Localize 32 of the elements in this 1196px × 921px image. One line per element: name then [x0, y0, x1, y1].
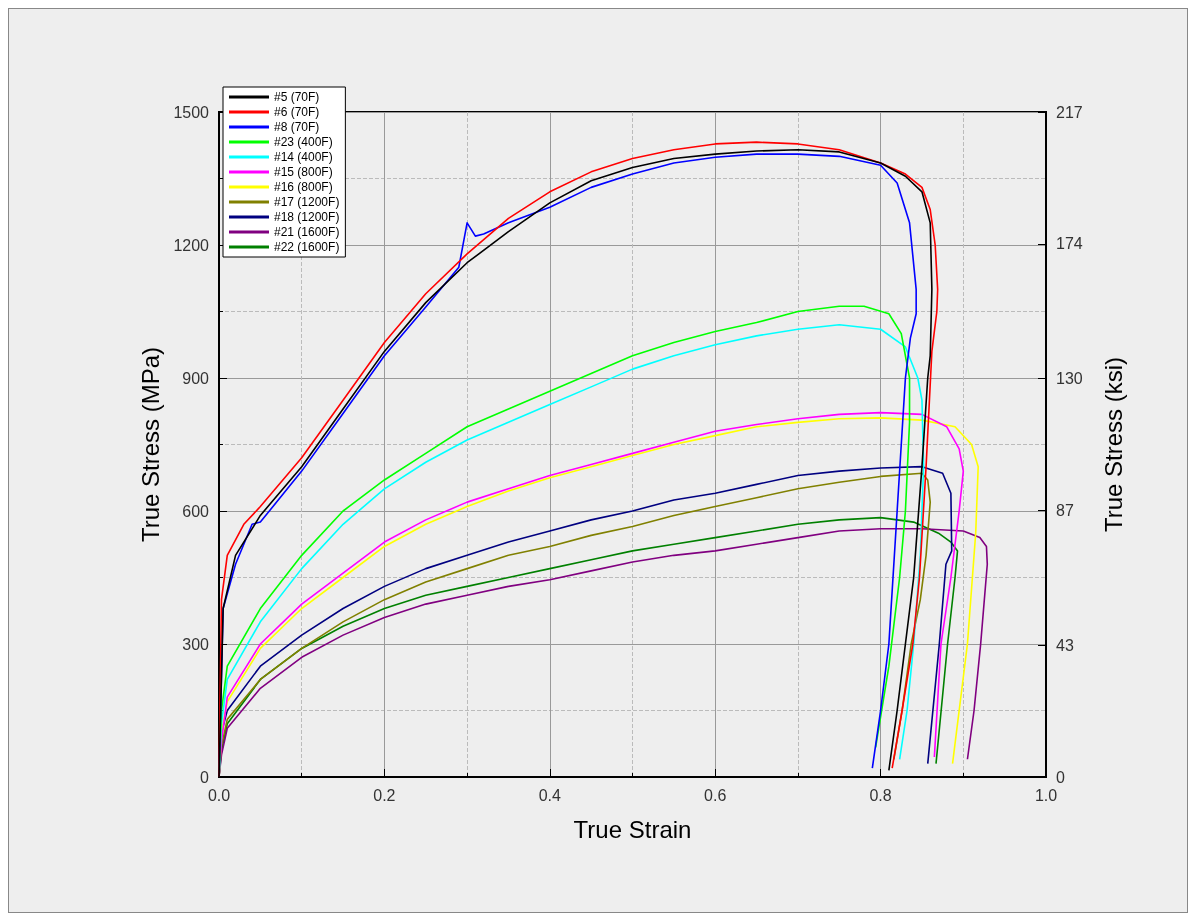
- y-tick-label: 1200: [173, 236, 210, 254]
- x-tick-label: 1.0: [1034, 786, 1058, 804]
- legend-label: #17 (1200F): [274, 195, 340, 209]
- y-tick-label: 900: [182, 369, 210, 387]
- y-tick-label: 0: [200, 768, 210, 786]
- legend-label: #15 (800F): [274, 165, 333, 179]
- x-tick-label: 0.6: [704, 786, 727, 804]
- x-tick-label: 0.0: [207, 786, 231, 804]
- x-axis-title: True Strain: [573, 815, 692, 843]
- y2-tick-label: 174: [1056, 235, 1083, 253]
- legend-label: #18 (1200F): [274, 210, 340, 224]
- y-axis-title: True Stress (MPa): [137, 346, 165, 543]
- y2-tick-label: 217: [1056, 103, 1083, 121]
- legend-label: #22 (1600F): [274, 240, 340, 254]
- x-tick-label: 0.2: [373, 786, 396, 804]
- y-tick-label: 300: [182, 635, 210, 653]
- x-tick-label: 0.8: [869, 786, 892, 804]
- legend-label: #5 (70F): [274, 90, 320, 104]
- legend-label: #6 (70F): [274, 105, 320, 119]
- legend-label: #16 (800F): [274, 180, 333, 194]
- legend-label: #8 (70F): [274, 120, 320, 134]
- y2-tick-label: 0: [1056, 768, 1065, 786]
- y2-tick-label: 130: [1056, 370, 1083, 388]
- y2-tick-label: 87: [1056, 501, 1074, 519]
- y-tick-label: 600: [182, 502, 210, 520]
- y2-tick-label: 43: [1056, 636, 1074, 654]
- legend-label: #14 (400F): [274, 150, 333, 164]
- legend-label: #23 (400F): [274, 135, 333, 149]
- y2-axis-title: True Stress (ksi): [1099, 356, 1127, 533]
- y-tick-label: 1500: [173, 103, 210, 121]
- legend-label: #21 (1600F): [274, 225, 340, 239]
- x-tick-label: 0.4: [538, 786, 562, 804]
